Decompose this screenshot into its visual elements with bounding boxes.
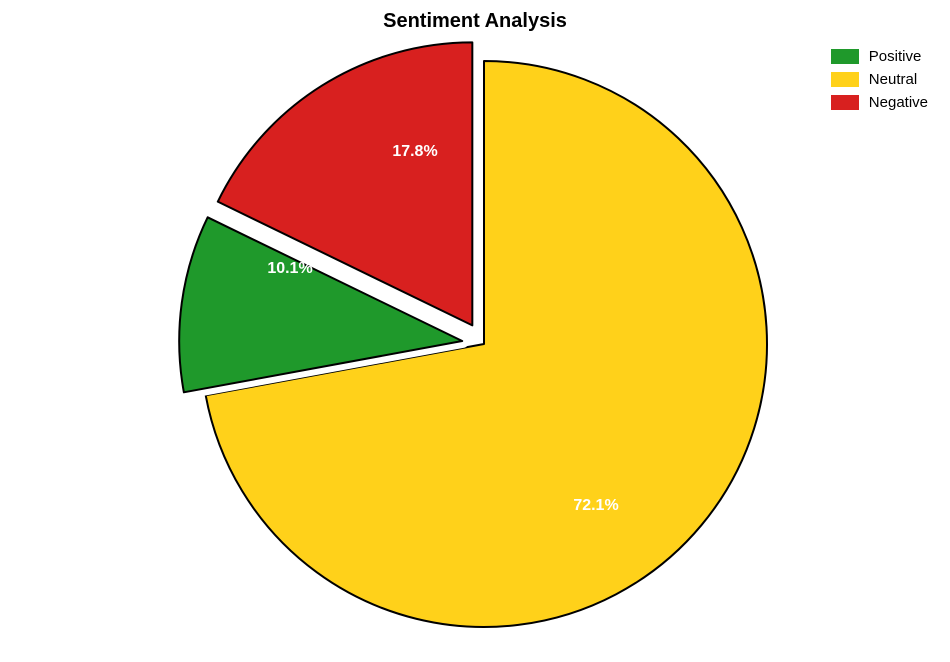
slice-label-neutral: 72.1% xyxy=(573,497,618,515)
slice-label-negative: 17.8% xyxy=(392,143,437,161)
legend-label-neutral: Neutral xyxy=(869,71,917,88)
slice-label-positive: 10.1% xyxy=(267,260,312,278)
legend-swatch-neutral xyxy=(831,72,859,87)
legend-item-neutral: Neutral xyxy=(831,71,928,88)
pie-chart xyxy=(0,0,950,662)
legend-swatch-positive xyxy=(831,49,859,64)
legend-label-positive: Positive xyxy=(869,48,922,65)
legend-item-positive: Positive xyxy=(831,48,928,65)
legend-label-negative: Negative xyxy=(869,94,928,111)
legend: Positive Neutral Negative xyxy=(831,48,928,117)
legend-swatch-negative xyxy=(831,95,859,110)
legend-item-negative: Negative xyxy=(831,94,928,111)
